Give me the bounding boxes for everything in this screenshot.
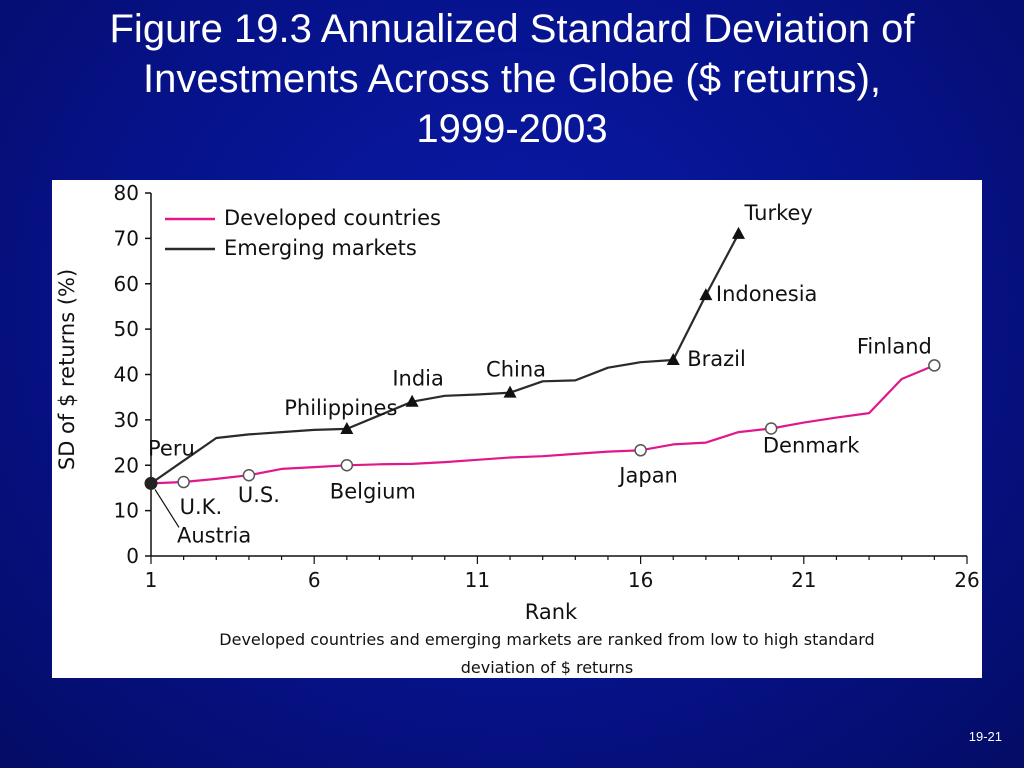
annotation-label-us: U.S. [238, 483, 280, 507]
annotation-label-belgium: Belgium [330, 479, 416, 503]
y-tick-label: 10 [114, 499, 139, 523]
shared-start-point [144, 476, 158, 490]
x-tick-label: 6 [308, 568, 321, 592]
legend-label-1: Developed countries [224, 206, 441, 230]
chart-caption-line-2: deviation of $ returns [460, 658, 634, 677]
developed-point [177, 475, 190, 489]
emerging-point [340, 421, 354, 434]
y-tick-label: 20 [114, 453, 139, 477]
chart-panel: 0 10 20 30 40 50 60 70 80 1 6 11 16 21 26 Rank SD of $ r… [52, 180, 982, 678]
annotation-label-china: China [486, 358, 546, 382]
slide-title: Figure 19.3 Annualized Standard Deviatio… [20, 4, 1004, 154]
annotation-label-uk: U.K. [180, 495, 223, 519]
y-tick-label: 30 [114, 408, 139, 432]
x-axis-label: Rank [525, 600, 578, 624]
annotation-label-indonesia: Indonesia [716, 282, 818, 306]
annotation-label-turkey: Turkey [744, 201, 813, 225]
x-tick-label: 26 [954, 568, 979, 592]
x-tick-label: 16 [628, 568, 653, 592]
developed-point [764, 422, 778, 435]
series-line-1 [150, 364, 935, 485]
developed-point [242, 468, 256, 482]
slide-title-line-2: Investments Across the Globe ($ returns)… [142, 57, 882, 101]
annotation-label-brazil: Brazil [687, 347, 746, 371]
y-tick-label: 50 [114, 317, 139, 341]
y-tick-label: 60 [114, 272, 139, 296]
y-tick-label: 0 [126, 544, 139, 568]
x-tick-label: 1 [145, 568, 158, 592]
emerging-point [503, 385, 517, 398]
slide-title-line-3: 1999-2003 [416, 107, 608, 151]
developed-point [340, 459, 354, 472]
emerging-point [699, 288, 713, 301]
austria-leader-line [154, 489, 180, 528]
developed-point [928, 359, 941, 372]
developed-point [634, 444, 647, 457]
series-line-2 [150, 233, 740, 485]
annotation-label-india: India [392, 367, 444, 391]
chart-caption-line-1: Developed countries and emerging markets… [219, 630, 875, 649]
legend-label-2: Emerging markets [224, 236, 417, 260]
annotation-label-peru: Peru [148, 436, 195, 460]
annotation-label-finland: Finland [857, 334, 932, 358]
y-axis-label: SD of $ returns (%) [55, 269, 79, 470]
emerging-point [405, 394, 419, 407]
y-tick-label: 40 [114, 363, 139, 387]
chart-caption: Developed countries and emerging markets… [52, 626, 982, 682]
annotation-label-japan: Japan [617, 463, 678, 487]
emerging-point [666, 352, 680, 365]
emerging-point [732, 226, 746, 239]
page-number: 19-21 [968, 729, 1002, 744]
x-tick-label: 21 [791, 568, 816, 592]
annotation-label-denmark: Denmark [763, 433, 860, 457]
slide-title-line-1: Figure 19.3 Annualized Standard Deviatio… [109, 7, 915, 51]
annotation-label-austria: Austria [177, 523, 251, 547]
y-tick-label: 80 [114, 181, 139, 205]
y-tick-label: 70 [114, 226, 139, 250]
annotation-label-philippines: Philippines [284, 396, 397, 420]
x-tick-label: 11 [465, 568, 490, 592]
